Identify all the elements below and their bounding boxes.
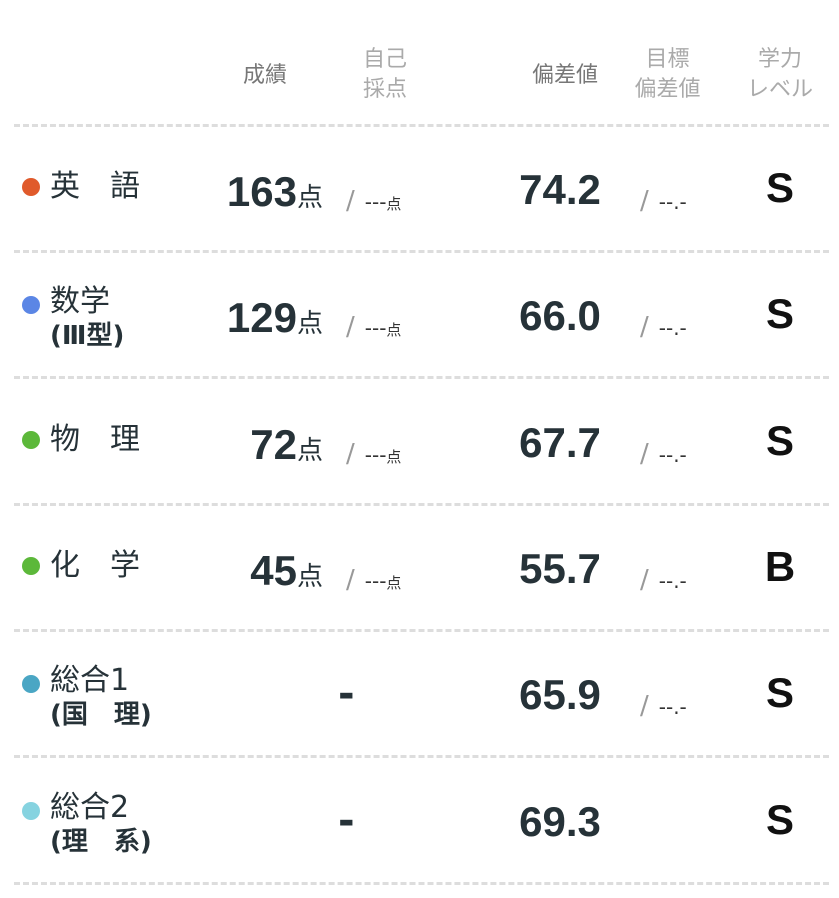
subject-label: 数学 (50, 284, 110, 320)
level-grade: S (765, 164, 794, 211)
subject-name: 数学 (Ⅲ型) (50, 284, 124, 352)
self-score-unit: 点 (386, 447, 402, 466)
subject-label: 化 学 (50, 547, 140, 583)
target-deviation: / --.- (640, 312, 687, 343)
subject-name: 総合1 (国 理) (50, 663, 152, 731)
target-deviation: / --.- (640, 438, 687, 469)
header-level-2: レベル (746, 77, 813, 102)
deviation-value: 65.9 (519, 671, 601, 719)
self-score-value: --- (364, 316, 387, 341)
level-grade: S (765, 290, 794, 338)
score-empty: - (338, 797, 355, 844)
divider (14, 755, 829, 759)
header-level-1: 学力 (757, 47, 802, 72)
target-deviation: / --.- (640, 564, 687, 595)
subject-color-dot (22, 801, 40, 820)
subject-sublabel: (Ⅲ型) (50, 321, 125, 352)
score-unit: 点 (296, 560, 323, 591)
subject-label: 総合2 (50, 789, 130, 825)
header-target-2: 偏差値 (634, 77, 701, 102)
divider (14, 628, 829, 632)
header-deviation: 偏差値 (531, 63, 598, 88)
table-row: 総合1 (国 理) - 65.9 /--.- S (0, 631, 839, 757)
subject-label: 物 理 (50, 421, 140, 457)
subject-name: 総合2 (理 系) (50, 790, 152, 858)
deviation-value: 66.0 (519, 292, 601, 340)
target-deviation-value: --.- (658, 442, 687, 467)
score-value: 163 (226, 168, 297, 215)
level-grade: S (765, 795, 794, 843)
self-score: / ---点 (346, 312, 402, 343)
self-score: / ---点 (346, 186, 402, 216)
target-deviation-value: --.- (658, 190, 687, 214)
subject-sublabel: (理 系) (50, 826, 152, 857)
table-row: 英 語 163点 / ---点 74.2/--.- S (0, 126, 839, 252)
table-header: 成績 自己 採点 偏差値 目標 偏差値 学力 レベル (0, 40, 839, 120)
target-deviation-value: --.- (658, 568, 687, 593)
subject-color-dot (22, 556, 40, 575)
self-score-value: --- (364, 190, 387, 214)
subject-name: 化 学 (50, 548, 140, 584)
score-unit: 点 (296, 434, 323, 465)
subject-label: 英 語 (50, 169, 140, 204)
score-unit: 点 (296, 308, 323, 339)
header-self-1: 自己 (362, 47, 407, 72)
self-score: / ---点 (346, 564, 402, 595)
divider (14, 376, 829, 380)
header-target-1: 目標 (645, 47, 690, 72)
subject-label: 総合1 (50, 663, 130, 699)
score: 163点 (227, 168, 323, 216)
divider (14, 881, 829, 885)
score-value: 72 (250, 420, 297, 468)
self-score: / ---点 (346, 438, 402, 469)
target-deviation-value: --.- (658, 695, 687, 720)
level-grade: S (765, 669, 794, 717)
table-row: 物 理 72点 / ---点 67.7/--.- S (0, 379, 839, 505)
subject-color-dot (22, 430, 40, 449)
header-self-2: 採点 (362, 77, 407, 102)
subject-color-dot (22, 178, 40, 196)
score-empty: - (338, 671, 355, 718)
self-score-value: --- (364, 442, 387, 467)
subject-sublabel: (国 理) (50, 700, 152, 731)
self-score-unit: 点 (386, 195, 402, 213)
subject-color-dot (22, 296, 40, 315)
table-row: 化 学 45点 / ---点 55.7/--.- B (0, 505, 839, 631)
score: 45点 (250, 547, 323, 595)
deviation-value: 67.7 (519, 418, 601, 466)
self-score-unit: 点 (386, 573, 402, 592)
header-score: 成績 (242, 63, 287, 88)
divider (14, 502, 829, 506)
score: 129点 (227, 294, 323, 342)
score-value: 129 (226, 294, 297, 342)
score: 72点 (250, 421, 323, 469)
table-row: 数学 (Ⅲ型) 129点 / ---点 66.0/--.- S (0, 252, 839, 378)
subject-name: 物 理 (50, 422, 140, 458)
score-unit: 点 (296, 182, 323, 212)
subject-name: 英 語 (50, 169, 140, 205)
target-deviation-value: --.- (658, 316, 687, 341)
level-grade: S (765, 416, 794, 464)
deviation-value: 69.3 (519, 797, 601, 845)
divider (14, 124, 829, 127)
target-deviation: / --.- (640, 691, 687, 722)
level-grade: B (764, 542, 796, 590)
deviation-value: 55.7 (519, 544, 601, 592)
table-row: 総合2 (理 系) - 69.3 S (0, 758, 839, 884)
self-score-unit: 点 (386, 321, 402, 340)
divider (14, 250, 829, 253)
score-value: 45 (250, 546, 297, 594)
self-score-value: --- (364, 568, 387, 593)
deviation-value: 74.2 (519, 166, 601, 213)
target-deviation: / --.- (640, 186, 687, 216)
subject-color-dot (22, 675, 40, 694)
